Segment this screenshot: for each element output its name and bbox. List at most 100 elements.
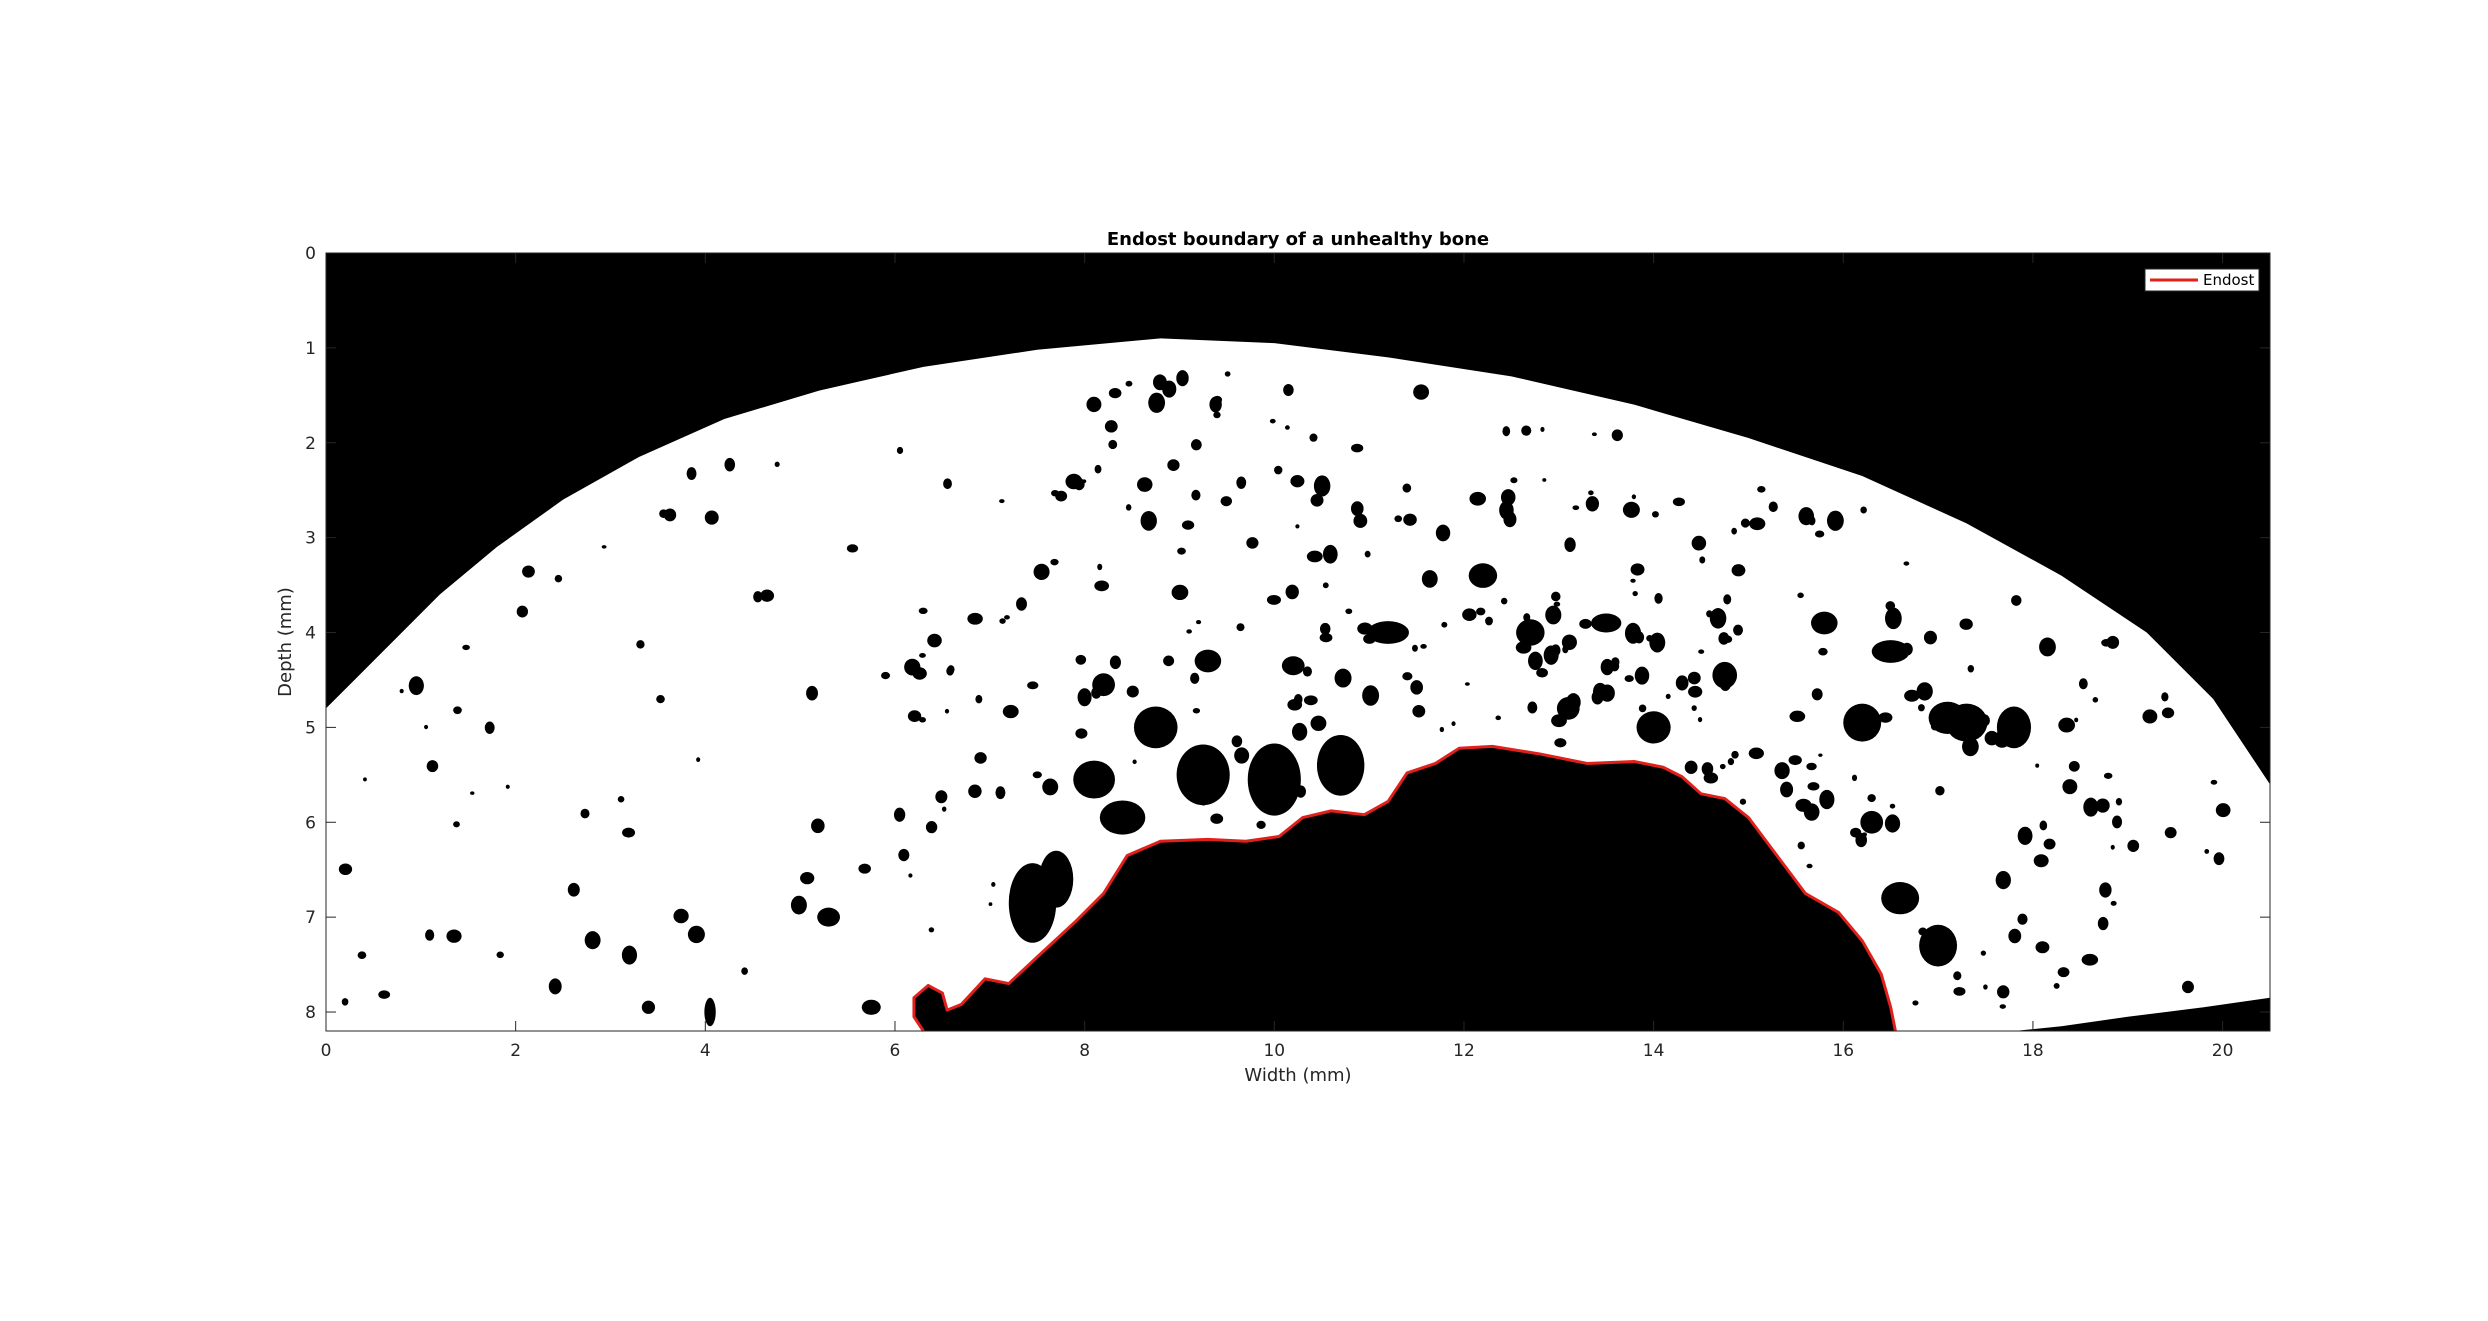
bone-pore (2161, 707, 2175, 719)
bone-pore (1795, 798, 1812, 812)
y-tick-label: 6 (305, 813, 316, 833)
bone-pore (1723, 635, 1733, 643)
bone-pore (1032, 771, 1042, 779)
bone-pore (1362, 685, 1380, 706)
bone-pore (967, 612, 983, 625)
bone-pore (2017, 826, 2033, 845)
bone-pore (1959, 618, 1973, 630)
bone-pore (2058, 717, 2076, 733)
bone-pore (1811, 611, 1838, 635)
bone-pore (1748, 747, 1764, 760)
bone-pore (1807, 782, 1820, 791)
bone-pore (1420, 644, 1427, 649)
bone-pore (462, 644, 470, 651)
bone-pore (687, 925, 705, 944)
bone-pore (1638, 704, 1647, 713)
bone-pore (2142, 709, 2158, 724)
bone-pore (1309, 433, 1318, 442)
bone-pore (1285, 584, 1299, 600)
bone-pore (995, 786, 1006, 800)
bone-pore (1351, 443, 1364, 453)
bone-pore (1002, 704, 1019, 719)
bone-pore (1850, 827, 1862, 838)
bone-pore (686, 467, 697, 480)
bone-pore (704, 997, 716, 1027)
bone-pore (1889, 803, 1896, 809)
bone-pore (1363, 633, 1376, 644)
bone-pore (659, 509, 668, 518)
bone-pore (1798, 507, 1815, 526)
bone-pore (2161, 692, 2169, 702)
bone-pore (1688, 685, 1703, 698)
bone-pore (1099, 800, 1146, 835)
bone-pore (1719, 676, 1732, 692)
y-tick-label: 5 (305, 718, 316, 738)
bone-pore (446, 929, 462, 943)
bone-pore (1550, 644, 1561, 657)
bone-pore (1410, 680, 1423, 695)
bone-pore (1917, 704, 1925, 712)
bone-pore (1562, 645, 1569, 654)
bone-pore (567, 882, 580, 897)
legend: Endost (2144, 268, 2260, 292)
bone-pore (1256, 820, 1266, 829)
bone-pore (1871, 640, 1910, 663)
bone-pore (1701, 762, 1714, 776)
bone-pore (919, 653, 926, 658)
bone-pore (1495, 715, 1502, 721)
bone-pore (1050, 558, 1059, 566)
bone-pore (1274, 465, 1283, 475)
bone-pore (636, 640, 645, 649)
bone-pore (1811, 688, 1823, 701)
bone-pore (2074, 717, 2079, 723)
y-axis-label: Depth (mm) (275, 587, 296, 697)
bone-pore (800, 871, 815, 885)
bone-pore (1402, 483, 1412, 493)
bone-pore (2062, 779, 2078, 795)
bone-pore (1220, 496, 1233, 507)
x-tick-label: 2 (510, 1041, 521, 1061)
bone-pore (1780, 781, 1794, 798)
bone-pore (1684, 760, 1698, 775)
bone-pore (622, 827, 636, 838)
bone-pore (1572, 505, 1580, 511)
bone-pore (2204, 849, 2210, 854)
bone-pore (1413, 384, 1430, 400)
bone-pore (1195, 620, 1202, 625)
bone-pore (1923, 630, 1937, 645)
bone-pore (1630, 563, 1645, 576)
bone-pore (1086, 396, 1102, 413)
bone-pore (1500, 489, 1516, 506)
bone-pore (1357, 622, 1373, 635)
x-tick-label: 18 (2022, 1041, 2044, 1061)
bone-pore (1588, 490, 1594, 496)
bone-pore (1192, 439, 1200, 446)
bone-pore (1353, 513, 1368, 528)
bone-pore (1190, 672, 1200, 684)
bone-pore (898, 848, 910, 862)
bone-pore (1171, 584, 1189, 601)
bone-pore (1468, 563, 1498, 588)
bone-pore (774, 461, 780, 468)
bone-pore (2110, 900, 2117, 906)
bone-pore (2101, 638, 2112, 647)
bone-pore (522, 565, 535, 578)
bone-pore (1364, 550, 1371, 558)
bone-pore (1163, 655, 1175, 667)
bone-pore (1727, 758, 1735, 766)
bone-pore (1290, 475, 1305, 488)
bone-pore (1953, 986, 1966, 996)
bone-pore (1058, 877, 1065, 884)
legend-box (2144, 268, 2260, 292)
bone-pore (1622, 501, 1640, 518)
bone-pore (1851, 774, 1858, 782)
bone-pore (811, 818, 825, 834)
bone-pore (1016, 597, 1027, 611)
bone-pore (1636, 711, 1671, 744)
bone-pore (1284, 425, 1290, 430)
bone-pore (1469, 491, 1486, 506)
bone-pore (1094, 464, 1102, 474)
bone-pore (2057, 967, 2070, 978)
bone-pore (1591, 432, 1597, 437)
bone-pore (1042, 778, 1059, 796)
